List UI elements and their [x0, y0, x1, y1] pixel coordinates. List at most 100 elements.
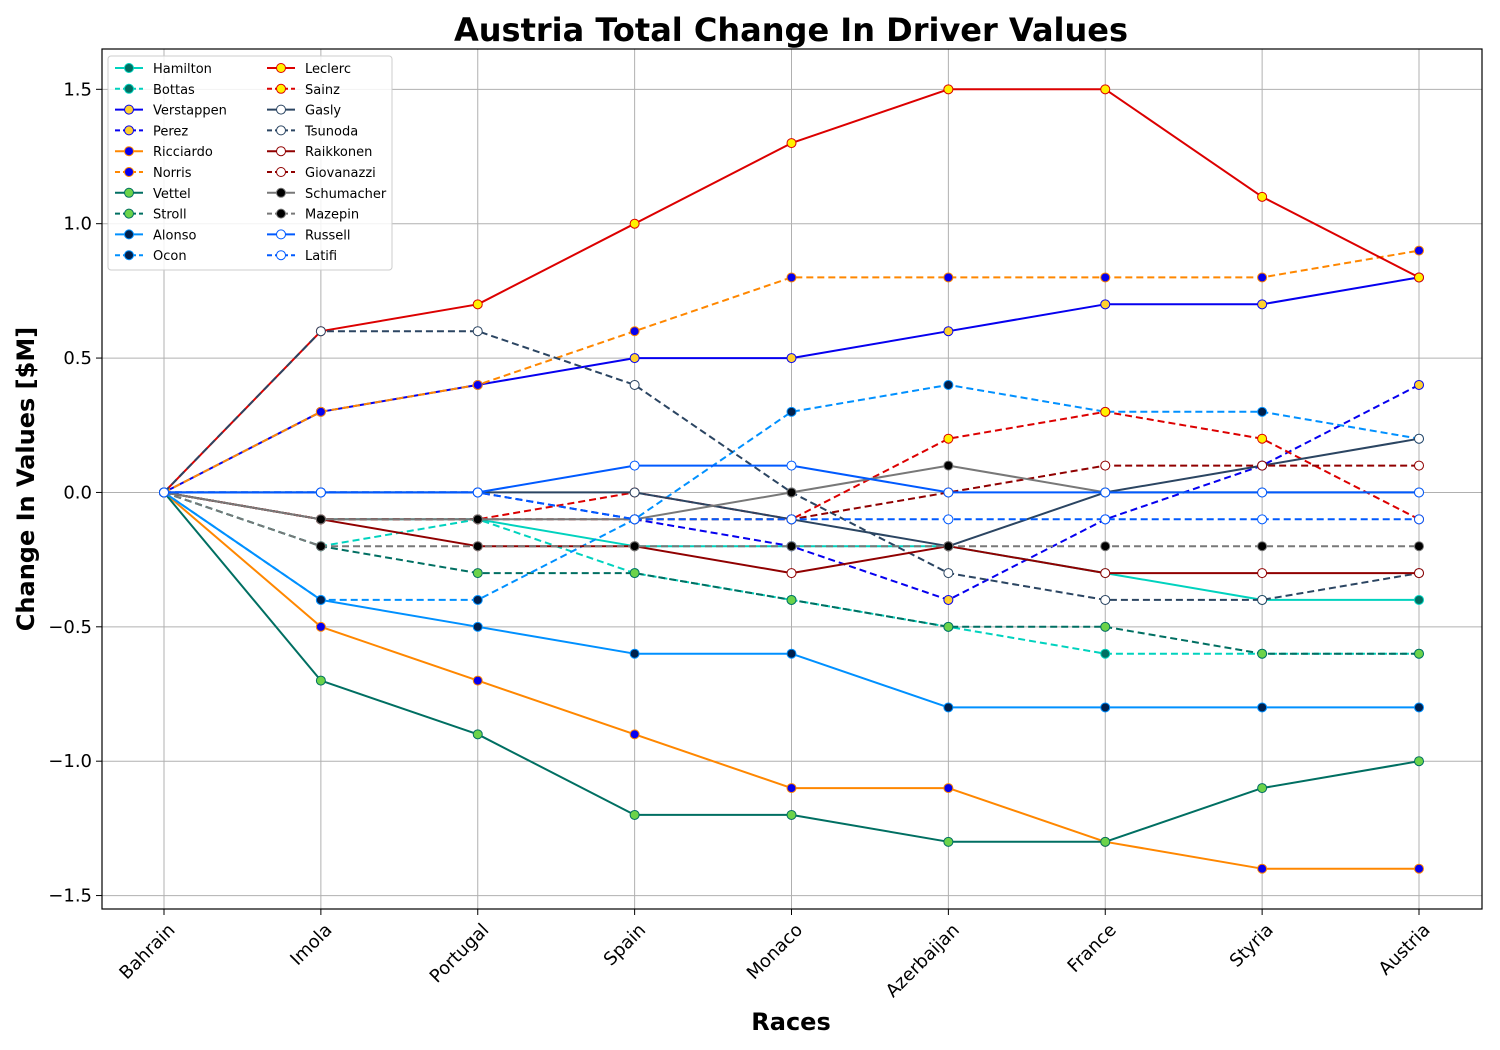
- data-point: [943, 541, 954, 552]
- data-point: [786, 568, 797, 579]
- data-point: [472, 675, 483, 686]
- legend-marker: [124, 104, 134, 115]
- data-point: [1100, 648, 1111, 659]
- legend-label: Bottas: [153, 83, 195, 98]
- data-point: [786, 406, 797, 417]
- data-point: [943, 326, 954, 337]
- legend-label: Latifi: [305, 249, 337, 264]
- data-point: [629, 809, 640, 820]
- data-point: [943, 379, 954, 390]
- data-point: [786, 648, 797, 659]
- data-point: [786, 809, 797, 820]
- data-point: [629, 541, 640, 552]
- data-point: [629, 379, 640, 390]
- data-point: [1257, 272, 1268, 283]
- data-point: [315, 326, 326, 337]
- legend-label: Schumacher: [305, 187, 387, 202]
- data-point: [943, 568, 954, 579]
- legend-marker: [124, 83, 134, 94]
- legend-marker: [276, 125, 286, 136]
- y-tick-label: 0.0: [63, 482, 92, 503]
- y-tick-label: −0.5: [48, 617, 92, 638]
- data-point: [1257, 514, 1268, 525]
- data-point: [472, 729, 483, 740]
- y-tick-label: 1.0: [63, 214, 92, 235]
- data-point: [315, 406, 326, 417]
- data-point: [629, 648, 640, 659]
- legend-label: Alonso: [153, 228, 196, 243]
- legend-item-latifi: Latifi: [267, 249, 337, 264]
- legend-label: Tsunoda: [304, 124, 358, 139]
- data-point: [943, 594, 954, 605]
- data-point: [1414, 379, 1424, 390]
- data-point: [1257, 702, 1268, 713]
- data-point: [786, 272, 797, 283]
- data-point: [1100, 406, 1111, 417]
- legend-item-schumacher: Schumacher: [267, 187, 387, 202]
- legend-label: Verstappen: [153, 104, 227, 119]
- data-point: [943, 487, 954, 498]
- data-point: [1414, 702, 1424, 713]
- data-point: [629, 487, 640, 498]
- y-tick-label: −1.0: [48, 751, 92, 772]
- legend-marker: [124, 167, 134, 177]
- data-point: [1257, 863, 1268, 874]
- data-point: [1414, 648, 1424, 659]
- y-axis-label: Change In Values [$M]: [12, 327, 40, 631]
- data-point: [472, 568, 483, 579]
- legend-item-vettel: Vettel: [115, 187, 191, 202]
- y-tick-label: −1.5: [48, 886, 92, 907]
- data-point: [786, 460, 797, 471]
- data-point: [1100, 460, 1111, 471]
- data-point: [786, 487, 797, 498]
- data-point: [786, 594, 797, 605]
- y-axis-ticks: −1.5 −1.0 −0.5 0.0 0.5 1.0 1.5: [48, 79, 102, 907]
- data-point: [1257, 191, 1268, 202]
- data-point: [315, 675, 326, 686]
- legend-item-gasly: Gasly: [267, 104, 341, 119]
- legend-marker: [276, 187, 286, 198]
- data-point: [629, 218, 640, 229]
- data-point: [786, 514, 797, 525]
- legend-label: Ocon: [153, 249, 187, 264]
- legend-label: Norris: [153, 166, 192, 181]
- data-point: [472, 541, 483, 552]
- data-point: [1100, 541, 1111, 552]
- data-point: [315, 541, 326, 552]
- legend-item-giovanazzi: Giovanazzi: [267, 166, 376, 181]
- legend-item-perez: Perez: [115, 124, 188, 139]
- legend-marker: [276, 167, 286, 177]
- data-point: [472, 379, 483, 390]
- legend-item-norris: Norris: [115, 166, 192, 181]
- legend-marker: [124, 125, 134, 136]
- legend-label: Ricciardo: [153, 145, 213, 160]
- legend-label: Mazepin: [305, 208, 359, 223]
- data-point: [472, 621, 483, 632]
- series-latifi: [159, 487, 1424, 525]
- legend-marker: [124, 63, 134, 73]
- data-point: [1414, 433, 1424, 444]
- series-leclerc: [159, 84, 1424, 498]
- legend-marker: [276, 250, 286, 261]
- legend-item-leclerc: Leclerc: [267, 62, 351, 77]
- legend-box: [107, 55, 393, 271]
- data-point: [315, 621, 326, 632]
- data-point: [1100, 514, 1111, 525]
- data-point: [629, 353, 640, 364]
- data-point: [1100, 568, 1111, 579]
- data-point: [943, 783, 954, 794]
- legend-item-ricciardo: Ricciardo: [115, 145, 213, 160]
- data-point: [1257, 648, 1268, 659]
- data-point: [1257, 783, 1268, 794]
- legend: Hamilton Bottas Verstappen Perez Ricciardo No…: [107, 55, 393, 271]
- legend-marker: [124, 187, 134, 198]
- legend-item-verstappen: Verstappen: [115, 104, 227, 119]
- data-point: [943, 433, 954, 444]
- data-point: [472, 514, 483, 525]
- data-point: [1414, 568, 1424, 579]
- legend-marker: [276, 63, 286, 73]
- data-point: [943, 621, 954, 632]
- legend-marker: [124, 250, 134, 261]
- data-point: [159, 487, 169, 498]
